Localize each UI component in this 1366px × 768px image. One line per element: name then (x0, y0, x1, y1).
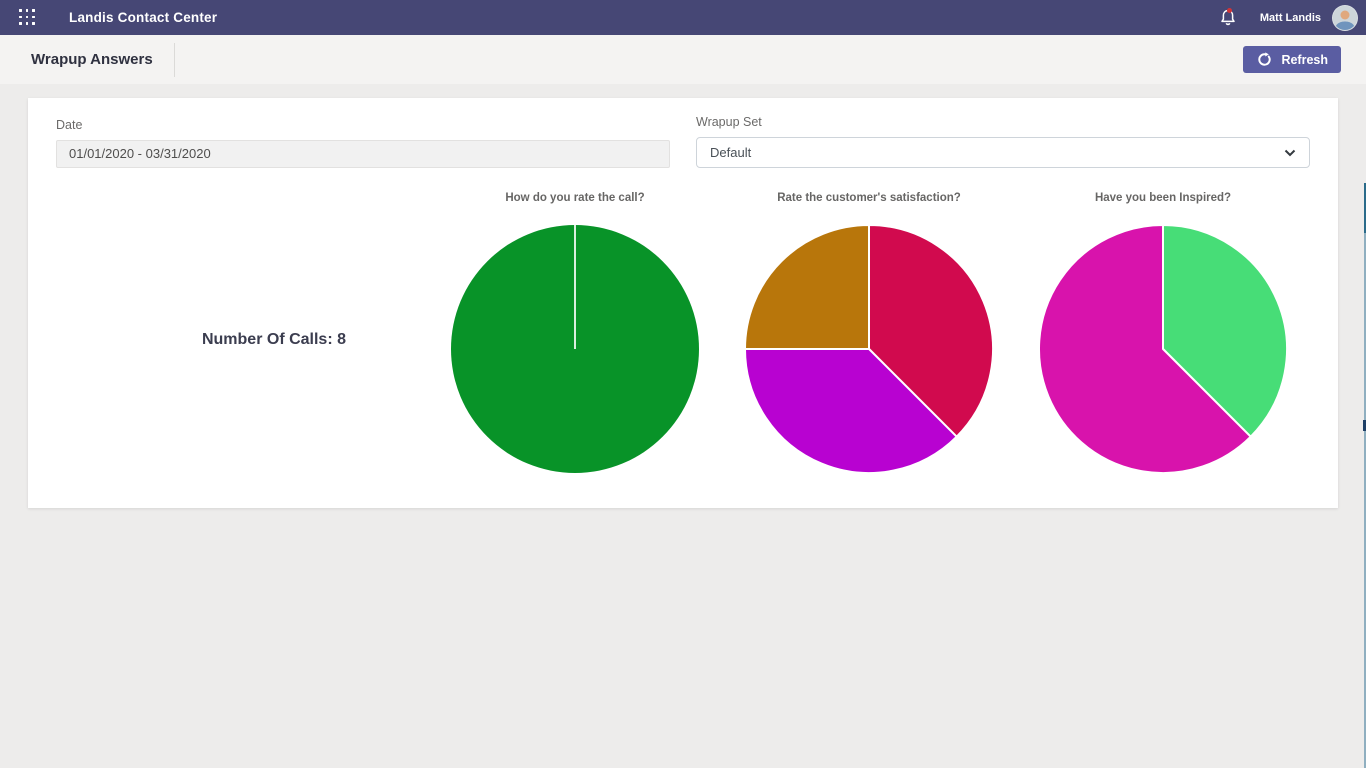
app-header: Landis Contact Center Matt Landis (0, 0, 1366, 35)
wrapup-answers-card: Date 01/01/2020 - 03/31/2020 Wrapup Set … (28, 98, 1338, 508)
app-title: Landis Contact Center (69, 10, 218, 25)
scrollbar-thumb[interactable] (1364, 183, 1366, 233)
refresh-button[interactable]: Refresh (1243, 46, 1341, 73)
notification-dot (1226, 7, 1232, 13)
pie-customer-satisfaction[interactable] (744, 224, 994, 474)
date-filter-group: Date 01/01/2020 - 03/31/2020 (56, 118, 670, 168)
chevron-down-icon (1284, 149, 1296, 156)
pie-inspired[interactable] (1038, 224, 1288, 474)
scrollbar-thumb-marker[interactable] (1363, 420, 1366, 431)
date-range-input[interactable]: 01/01/2020 - 03/31/2020 (56, 140, 670, 168)
pie-rate-call[interactable] (450, 224, 700, 474)
wrapup-set-label: Wrapup Set (696, 115, 762, 129)
chart-title-customer-satisfaction: Rate the customer's satisfaction? (777, 192, 961, 204)
chart-title-rate-call: How do you rate the call? (505, 192, 645, 204)
page-title: Wrapup Answers (31, 51, 153, 68)
refresh-label: Refresh (1281, 52, 1328, 67)
user-avatar[interactable] (1332, 4, 1358, 31)
app-launcher-waffle-icon[interactable] (19, 9, 36, 26)
pie-chart-rate-call: How do you rate the call? (428, 192, 722, 474)
number-of-calls: Number Of Calls: 8 (74, 331, 474, 349)
chart-title-inspired: Have you been Inspired? (1094, 192, 1232, 204)
calls-label: Number Of Calls: (201, 331, 333, 348)
pie-chart-inspired: Have you been Inspired? (1016, 192, 1310, 474)
scrollbar-track[interactable] (1364, 183, 1366, 768)
toolbar-divider (173, 42, 175, 77)
avatar-photo (1333, 5, 1357, 30)
user-name[interactable]: Matt Landis (1259, 11, 1321, 24)
refresh-icon (1258, 52, 1272, 66)
wrapup-set-value: Default (710, 145, 752, 160)
wrapup-set-group: Wrapup Set Default (696, 115, 1310, 168)
calls-value: 8 (337, 331, 347, 348)
toolbar: Wrapup Answers Refresh (0, 35, 1366, 84)
date-label: Date (56, 118, 83, 132)
bell-icon[interactable] (1218, 7, 1238, 28)
pie-chart-customer-satisfaction: Rate the customer's satisfaction? (722, 192, 1016, 474)
wrapup-set-select[interactable]: Default (696, 137, 1310, 168)
